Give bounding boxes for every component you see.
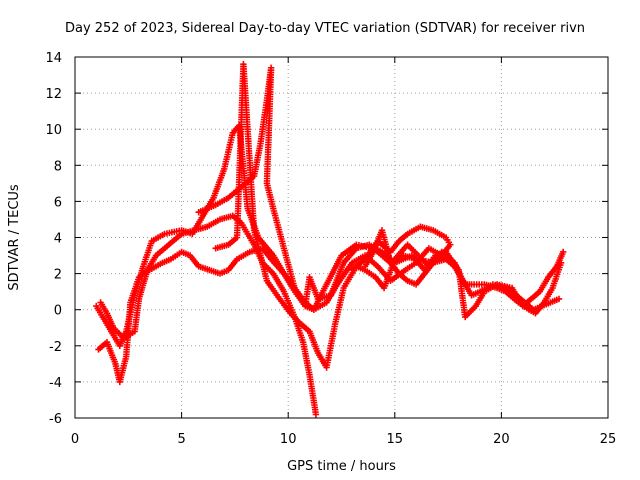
- x-tick-label: 15: [387, 432, 404, 447]
- y-tick-label: 10: [45, 123, 62, 138]
- x-tick-label: 0: [71, 432, 79, 447]
- data-series-track: [93, 122, 450, 349]
- y-tick-label: -2: [49, 340, 62, 355]
- chart-title: Day 252 of 2023, Sidereal Day-to-day VTE…: [65, 21, 585, 36]
- y-tick-label: 2: [54, 268, 62, 283]
- data-series-track: [349, 223, 454, 288]
- data-series-track: [195, 64, 567, 321]
- x-tick-label: 5: [177, 432, 185, 447]
- y-tick-label: 6: [54, 195, 62, 210]
- y-tick-label: -6: [49, 412, 62, 427]
- y-axis-label: SDTVAR / TECUs: [7, 184, 22, 291]
- y-tick-label: -4: [49, 376, 62, 391]
- data-point: [560, 248, 567, 256]
- grid: [75, 57, 608, 418]
- y-tick-label: 8: [54, 159, 62, 174]
- data-series-track: [95, 245, 565, 386]
- x-axis-label: GPS time / hours: [287, 459, 396, 474]
- data-point: [361, 263, 369, 270]
- data-point: [555, 295, 563, 303]
- y-tick-label: 12: [45, 87, 62, 102]
- data-point: [312, 411, 320, 418]
- x-tick-label: 20: [493, 432, 510, 447]
- plot-frame: [74, 56, 609, 419]
- axis-ticks: 0 5 10 15 20 25 -6 -4 -2 0 2 4 6 8 10 12 14: [45, 51, 616, 447]
- x-tick-label: 25: [600, 432, 617, 447]
- data-points: [93, 61, 567, 418]
- y-tick-label: 14: [45, 51, 62, 66]
- y-tick-label: 0: [54, 304, 62, 319]
- x-tick-label: 10: [280, 432, 297, 447]
- y-tick-label: 4: [54, 232, 62, 247]
